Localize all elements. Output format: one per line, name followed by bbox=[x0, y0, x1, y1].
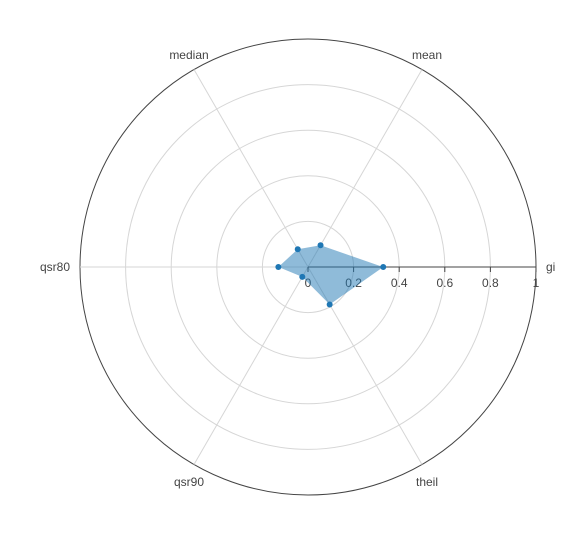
data-point bbox=[294, 246, 301, 253]
angular-axis-label: median bbox=[169, 48, 208, 62]
radial-tick-label: 0.4 bbox=[391, 276, 408, 290]
radial-tick-label: 0 bbox=[305, 276, 312, 290]
label-layer: gi mean median qsr80 qsr90 theil bbox=[40, 48, 555, 489]
data-point bbox=[275, 264, 282, 270]
series-area bbox=[278, 245, 384, 305]
radial-tick-label: 0.6 bbox=[436, 276, 453, 290]
angular-axis-label: qsr90 bbox=[174, 475, 204, 489]
data-point bbox=[326, 301, 333, 308]
data-point bbox=[317, 242, 324, 249]
data-point bbox=[380, 264, 387, 270]
angular-axis-label: qsr80 bbox=[40, 260, 70, 274]
spoke-line bbox=[307, 69, 423, 268]
data-layer bbox=[275, 242, 387, 308]
radial-tick-label: 1 bbox=[533, 276, 540, 290]
radial-tick-label: 0.8 bbox=[482, 276, 499, 290]
angular-axis-label: gi bbox=[546, 260, 555, 274]
angular-axis-label: theil bbox=[416, 475, 438, 489]
angular-axis-label: mean bbox=[412, 48, 442, 62]
data-point bbox=[299, 273, 306, 280]
spoke-line bbox=[193, 69, 309, 268]
spoke-line bbox=[193, 266, 309, 465]
